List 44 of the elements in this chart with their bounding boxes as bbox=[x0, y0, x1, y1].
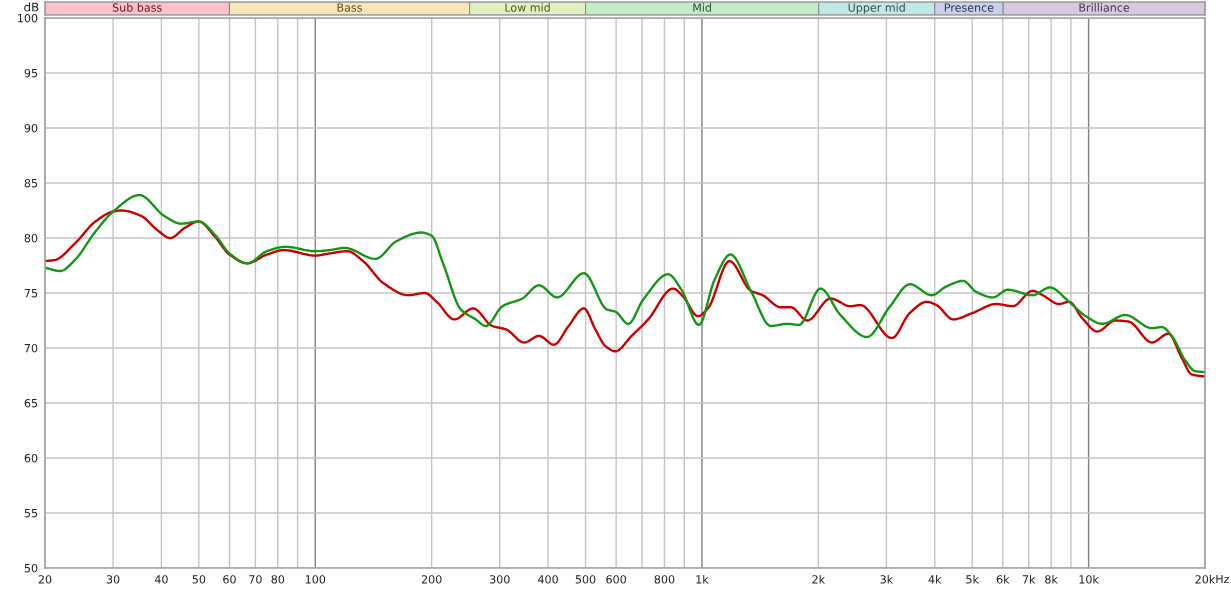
series-label: Upper mid bbox=[848, 3, 905, 14]
y-tick-label: 80 bbox=[24, 233, 38, 243]
y-tick-label: 85 bbox=[24, 178, 38, 188]
series-label: Brilliance bbox=[1079, 3, 1130, 12]
y-tick-label: 50 bbox=[24, 563, 38, 573]
series-label: Low mid bbox=[505, 3, 550, 12]
series-label: Presence bbox=[944, 3, 994, 12]
x-tick-label: 20k bbox=[1195, 574, 1216, 584]
y-tick-label: 55 bbox=[24, 509, 38, 518]
y-axis-title: dB bbox=[24, 2, 39, 12]
y-tick-label: 95 bbox=[24, 68, 38, 78]
x-tick-label: 30 bbox=[106, 575, 120, 584]
y-tick-label: 75 bbox=[24, 289, 38, 298]
x-axis-title: Hz bbox=[1216, 574, 1230, 584]
y-tick-label: 100 bbox=[18, 13, 38, 23]
series-label: Sub bass bbox=[112, 3, 162, 12]
x-tick-label: 1k bbox=[696, 574, 709, 584]
x-tick-label: 2k bbox=[812, 574, 826, 584]
x-tick-label: 500 bbox=[575, 575, 596, 584]
x-tick-label: 600 bbox=[606, 575, 627, 584]
x-tick-label: 7k bbox=[1022, 574, 1036, 584]
x-tick-label: 800 bbox=[654, 575, 675, 584]
y-tick-label: 60 bbox=[24, 453, 38, 463]
series-label: Bass bbox=[337, 3, 362, 12]
series-label: Mid bbox=[693, 3, 711, 12]
y-tick-label: 70 bbox=[24, 343, 38, 353]
x-tick-label: 60 bbox=[223, 575, 236, 584]
x-tick-label: 5k bbox=[966, 574, 979, 584]
x-tick-label: 40 bbox=[154, 575, 168, 584]
y-tick-label: 90 bbox=[24, 123, 38, 133]
x-tick-label: 20 bbox=[38, 575, 52, 584]
x-tick-label: 3k bbox=[880, 574, 894, 584]
x-tick-label: 50 bbox=[192, 575, 206, 584]
x-tick-label: 70 bbox=[249, 575, 262, 584]
x-tick-label: 200 bbox=[421, 575, 442, 584]
x-tick-label: 8k bbox=[1045, 574, 1058, 584]
x-tick-label: 80 bbox=[271, 575, 285, 584]
x-tick-label: 400 bbox=[538, 575, 558, 584]
x-tick-label: 4k bbox=[928, 574, 942, 584]
x-tick-label: 100 bbox=[305, 575, 326, 584]
x-tick-label: 6k bbox=[996, 574, 1010, 584]
y-tick-label: 65 bbox=[24, 398, 38, 408]
x-tick-label: 10k bbox=[1079, 574, 1099, 584]
x-tick-label: 300 bbox=[490, 575, 510, 584]
